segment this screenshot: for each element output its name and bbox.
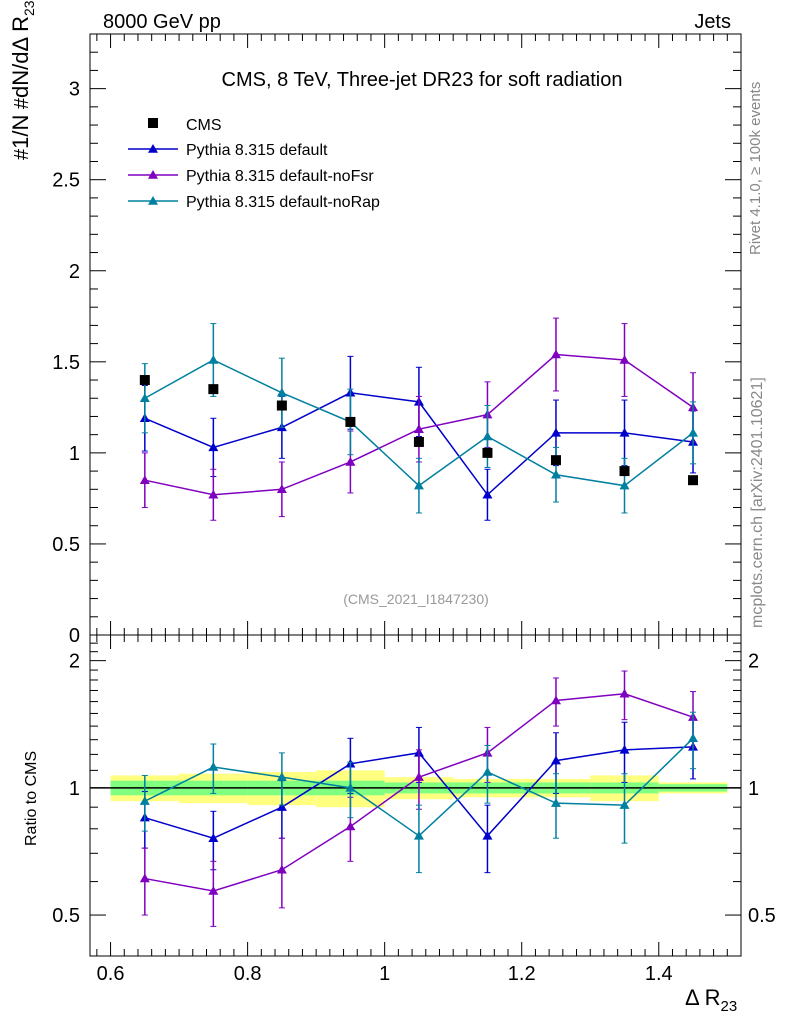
data-point xyxy=(208,384,219,395)
ratio-point xyxy=(619,744,630,754)
ratio-point xyxy=(688,733,699,743)
y-tick-label: 3 xyxy=(69,79,80,101)
series-point xyxy=(276,484,287,494)
analysis-tag: (CMS_2021_I1847230) xyxy=(343,591,489,607)
series-point xyxy=(688,427,699,437)
data-point xyxy=(550,455,561,466)
y-tick-label: 2.5 xyxy=(52,170,80,192)
data-point xyxy=(619,466,630,477)
ratio-point xyxy=(276,864,287,874)
ratio-y-tick-label-left: 2 xyxy=(69,651,80,673)
y-tick-label: 0.5 xyxy=(52,534,80,556)
series-point xyxy=(619,354,630,364)
data-point xyxy=(688,475,699,486)
ratio-y-axis-label: Ratio to CMS xyxy=(23,751,40,846)
legend-marker-2 xyxy=(148,196,158,205)
series-point xyxy=(619,480,630,490)
ratio-point xyxy=(345,782,356,792)
ratio-y-tick-label-right: 0.5 xyxy=(748,905,776,927)
ratio-point xyxy=(619,688,630,698)
series-point xyxy=(208,489,219,499)
y-axis-label: #1/N #dN/dΔ R23 xyxy=(8,0,37,160)
series-point xyxy=(550,349,561,359)
ratio-point xyxy=(208,762,219,771)
ratio-y-tick-label-left: 0.5 xyxy=(52,905,80,927)
ratio-y-tick-label-right: 1 xyxy=(748,778,759,800)
ratio-series-group xyxy=(139,670,699,927)
ratio-point xyxy=(208,833,219,842)
data-point xyxy=(482,447,493,458)
series-point xyxy=(550,469,561,479)
legend-label-0: Pythia 8.315 default xyxy=(186,142,328,159)
ratio-uncertainty-bands xyxy=(90,770,741,808)
ratio-point xyxy=(139,873,150,883)
x-tick-label: 1.4 xyxy=(645,963,673,985)
x-axis-label: Δ R23 xyxy=(685,985,737,1015)
header-left-text: 8000 GeV pp xyxy=(103,11,221,33)
ratio-y-tick-label-left: 1 xyxy=(69,778,80,800)
legend: CMS Pythia 8.315 default Pythia 8.315 defa… xyxy=(128,117,380,211)
ratio-point xyxy=(619,800,630,809)
legend-marker-1 xyxy=(148,170,158,179)
series-point xyxy=(208,442,219,452)
rivet-version-text: Rivet 4.1.0, ≥ 100k events xyxy=(747,82,764,255)
legend-label-2: Pythia 8.315 default-noRap xyxy=(186,194,380,211)
x-tick-label: 1 xyxy=(379,963,390,985)
ratio-point xyxy=(208,886,219,895)
data-point xyxy=(276,400,287,411)
x-tick-label: 1.2 xyxy=(508,963,536,985)
y-tick-label: 1.5 xyxy=(52,352,80,374)
legend-label-data: CMS xyxy=(186,117,222,134)
x-tick-label: 0.8 xyxy=(234,963,262,985)
series-point xyxy=(276,387,287,397)
series-point xyxy=(482,489,493,499)
data-point xyxy=(345,416,356,427)
y-tick-label: 0 xyxy=(69,625,80,647)
ratio-y-tick-label-right: 2 xyxy=(748,651,759,673)
ratio-point xyxy=(345,821,356,831)
x-tick-label: 0.6 xyxy=(97,963,125,985)
axis-ticks xyxy=(90,33,742,957)
y-tick-label: 2 xyxy=(69,261,80,283)
series-point xyxy=(345,456,356,466)
ratio-point xyxy=(550,695,561,705)
series-point xyxy=(619,427,630,437)
legend-label-1: Pythia 8.315 default-noFsr xyxy=(186,168,374,185)
mcplots-credit-text: mcplots.cern.ch [arXiv:2401.10621] xyxy=(749,377,766,628)
series-point xyxy=(482,431,493,441)
ratio-point xyxy=(276,802,287,811)
data-point xyxy=(413,436,424,447)
series-point xyxy=(139,393,150,402)
ratio-point xyxy=(482,767,493,776)
ratio-point xyxy=(482,830,493,840)
ratio-point xyxy=(276,772,287,781)
series-point xyxy=(413,480,424,490)
legend-marker-0 xyxy=(148,144,158,153)
ratio-point xyxy=(550,798,561,807)
series-point xyxy=(208,354,219,364)
header-right-text: Jets xyxy=(694,11,731,33)
chart-title: CMS, 8 TeV, Three-jet DR23 for soft radi… xyxy=(222,69,623,91)
data-point xyxy=(139,375,150,386)
ratio-point xyxy=(413,830,424,840)
series-point xyxy=(139,475,150,484)
ratio-point xyxy=(550,755,561,765)
legend-marker-data xyxy=(148,118,158,128)
ratio-point xyxy=(139,796,150,805)
ratio-plot-frame xyxy=(89,634,742,957)
y-tick-label: 1 xyxy=(69,443,80,465)
series-point xyxy=(413,424,424,433)
axis-tick-labels: 0.6 0.8 1 1.2 1.4 0 0.5 1 1.5 2 2.5 3 0.5 0.5 1 1 2 2 xyxy=(52,79,776,985)
ratio-point xyxy=(413,772,424,781)
series-point xyxy=(550,427,561,437)
main-series-group xyxy=(139,317,699,521)
